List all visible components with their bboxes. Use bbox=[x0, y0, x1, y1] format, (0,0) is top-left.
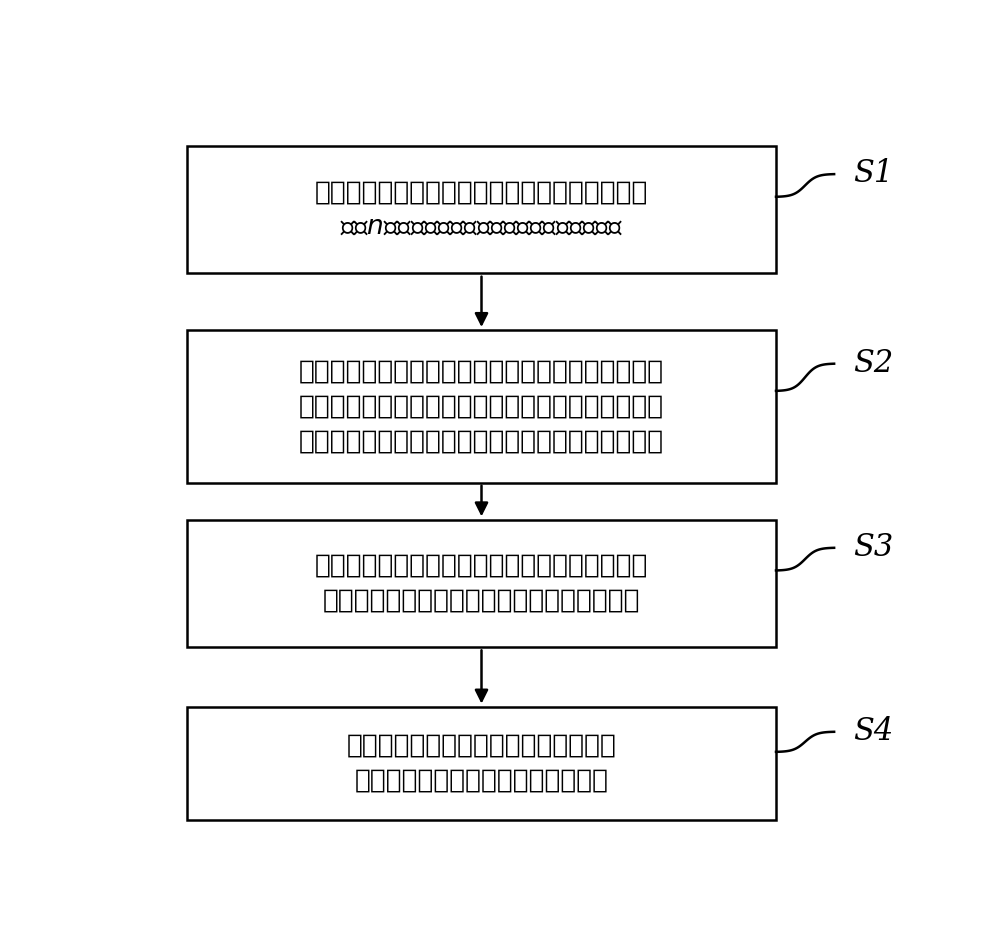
Bar bbox=[187, 519, 776, 647]
Text: 将训练样本集输入到机器学习模型中进: 将训练样本集输入到机器学习模型中进 bbox=[347, 733, 616, 759]
Text: 行训练，得到旋转部件故障诊断模型: 行训练，得到旋转部件故障诊断模型 bbox=[354, 768, 608, 794]
Text: 选取$n$段振动数据段作为样本信号，构成样本集: 选取$n$段振动数据段作为样本信号，构成样本集 bbox=[340, 214, 623, 240]
Bar bbox=[187, 707, 776, 820]
Text: 样本信号分别输入到训练后的稀疏过滤模型中，所得: 样本信号分别输入到训练后的稀疏过滤模型中，所得 bbox=[299, 394, 664, 419]
Text: S3: S3 bbox=[854, 533, 894, 563]
Text: 分别对各样本信号，将其学习特征与其对应的旋: 分别对各样本信号，将其学习特征与其对应的旋 bbox=[315, 552, 648, 579]
Text: 结果经过激活函数处理后得到各样本信号的学习特征: 结果经过激活函数处理后得到各样本信号的学习特征 bbox=[299, 429, 664, 454]
Text: 从采集到的旋转部件在不同状态下的振动数据中: 从采集到的旋转部件在不同状态下的振动数据中 bbox=[315, 179, 648, 205]
Text: S4: S4 bbox=[854, 716, 894, 747]
Text: 采用样本集训练稀疏过滤模型，并将样本集中的每个: 采用样本集训练稀疏过滤模型，并将样本集中的每个 bbox=[299, 359, 664, 384]
Text: 转部件的健康状况一一对应，构成训练样本集: 转部件的健康状况一一对应，构成训练样本集 bbox=[323, 587, 640, 614]
Text: S1: S1 bbox=[854, 159, 894, 189]
Bar bbox=[187, 330, 776, 482]
Text: S2: S2 bbox=[854, 348, 894, 379]
Bar bbox=[187, 146, 776, 273]
